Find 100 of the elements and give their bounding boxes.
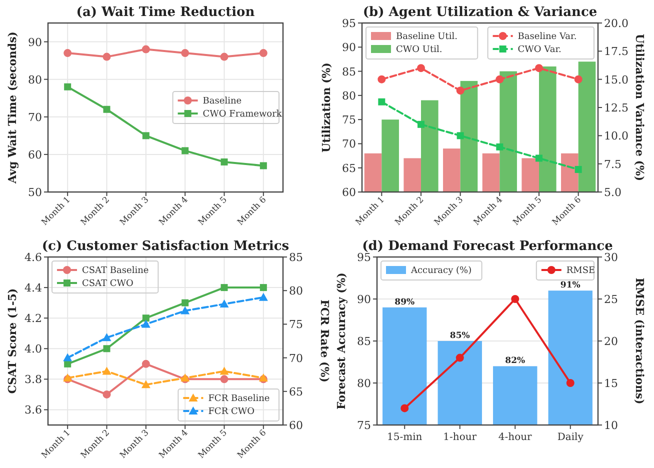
y2-tick-label: 80	[289, 284, 303, 298]
point	[63, 353, 72, 362]
point	[142, 314, 150, 322]
point	[566, 379, 574, 387]
y2-axis-title: RMSE (interactions)	[633, 278, 646, 404]
y-tick-label: 75	[357, 419, 371, 432]
point	[496, 75, 504, 84]
data-label: 82%	[505, 356, 526, 366]
x-tick-label: Daily	[557, 432, 584, 443]
y-axis-title: Utilization (%)	[320, 62, 333, 152]
point	[182, 147, 189, 154]
point	[102, 390, 111, 398]
y2-tick-label: 75	[289, 318, 303, 332]
x-tick-label: 15-min	[387, 432, 423, 443]
y-axis-title: CSAT Score (1-5)	[6, 288, 19, 394]
y2-tick-label: 15.0	[604, 73, 628, 86]
point	[574, 166, 582, 173]
x-tick-label: 1-hour	[443, 432, 477, 443]
y-tick-label: 4.2	[24, 312, 42, 326]
point	[378, 75, 386, 84]
y2-tick-label: 20.0	[604, 17, 628, 30]
y-tick-label: 90	[342, 41, 356, 54]
y-tick-label: 95	[342, 17, 356, 30]
legend-label: CWO Util.	[396, 45, 442, 55]
point	[64, 83, 72, 90]
point	[142, 45, 150, 54]
legend-label: CSAT CWO	[82, 279, 134, 289]
y-tick-label: 85	[342, 65, 356, 78]
x-tick-label: 4-hour	[498, 432, 532, 443]
point	[220, 366, 229, 375]
point	[259, 49, 268, 58]
y-tick-label: 85	[357, 335, 371, 348]
point	[220, 158, 228, 166]
legend-label: CWO Framework	[202, 110, 282, 120]
point	[220, 284, 228, 292]
y2-tick-label: 15	[604, 377, 618, 390]
point	[103, 345, 110, 352]
y2-tick-label: 65	[289, 385, 303, 398]
point	[418, 120, 424, 128]
point	[64, 49, 72, 58]
y-tick-label: 50	[28, 186, 42, 199]
chart-title: (d) Demand Forecast Performance	[362, 239, 613, 254]
point	[417, 64, 425, 72]
y-tick-label: 4.6	[24, 251, 42, 264]
point	[103, 106, 110, 113]
y-tick-label: 70	[28, 110, 42, 124]
y-tick-label: 70	[342, 138, 356, 151]
data-label: 85%	[450, 331, 470, 341]
y-tick-label: 75	[342, 114, 356, 127]
data-label: 91%	[560, 280, 580, 291]
y-axis-title: Avg Wait Time (seconds)	[6, 32, 19, 184]
y-axis-title: Forecast Accuracy (%)	[335, 272, 348, 410]
y-tick-label: 80	[28, 73, 42, 86]
point	[456, 354, 464, 362]
y-tick-label: 4.0	[24, 342, 42, 356]
data-label: 89%	[394, 297, 415, 308]
point	[181, 49, 190, 58]
point	[141, 380, 150, 388]
point	[535, 64, 543, 72]
y2-tick-label: 12.5	[604, 102, 628, 114]
point	[260, 284, 267, 292]
y-tick-label: 60	[28, 148, 42, 162]
point	[574, 75, 582, 84]
y-tick-label: 3.6	[24, 404, 42, 417]
y-tick-label: 3.8	[24, 373, 42, 386]
y2-axis-title: Utilization Variance (%)	[633, 34, 646, 182]
legend-label: Accuracy (%)	[410, 266, 472, 276]
y2-tick-label: 5.0	[604, 186, 622, 199]
legend-label: RMSE	[566, 266, 596, 276]
point	[378, 98, 386, 106]
chart-title: (a) Wait Time Reduction	[76, 5, 256, 20]
legend-label: FCR Baseline	[208, 394, 270, 404]
point	[496, 143, 504, 150]
legend-label: Baseline Var.	[518, 32, 577, 42]
legend-label: Baseline	[202, 96, 242, 106]
y-tick-label: 80	[342, 89, 356, 102]
y2-tick-label: 10	[604, 419, 618, 432]
point	[258, 292, 268, 301]
y2-tick-label: 30	[604, 251, 618, 264]
point	[142, 360, 150, 368]
point	[182, 299, 189, 306]
y-tick-label: 4.4	[24, 282, 42, 295]
point	[536, 154, 542, 162]
y-tick-label: 65	[342, 162, 356, 175]
point	[102, 333, 112, 342]
y2-tick-label: 85	[289, 251, 303, 264]
chart-title: (b) Agent Utilization & Variance	[362, 5, 598, 20]
y-tick-label: 60	[342, 186, 356, 199]
point	[456, 132, 464, 140]
legend-label: FCR CWO	[208, 407, 254, 417]
y2-tick-label: 60	[289, 419, 303, 432]
point	[260, 162, 267, 170]
y2-tick-label: 20	[604, 335, 618, 348]
point	[180, 306, 190, 314]
y2-tick-label: 10.0	[604, 130, 628, 143]
point	[511, 295, 520, 303]
y-tick-label: 95	[357, 251, 371, 264]
y2-tick-label: 17.5	[604, 45, 628, 58]
legend-label: Baseline Util.	[396, 32, 458, 42]
y2-tick-label: 25	[604, 293, 618, 306]
